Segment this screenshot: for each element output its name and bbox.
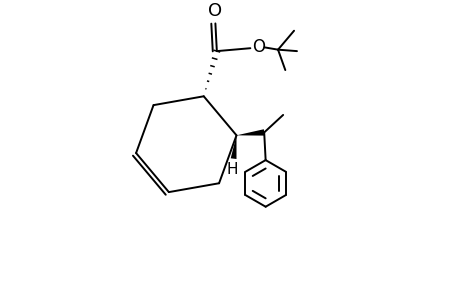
Text: O: O	[252, 38, 264, 56]
Polygon shape	[236, 129, 264, 136]
Text: O: O	[208, 2, 222, 20]
Polygon shape	[230, 135, 236, 159]
Text: H: H	[226, 162, 237, 177]
